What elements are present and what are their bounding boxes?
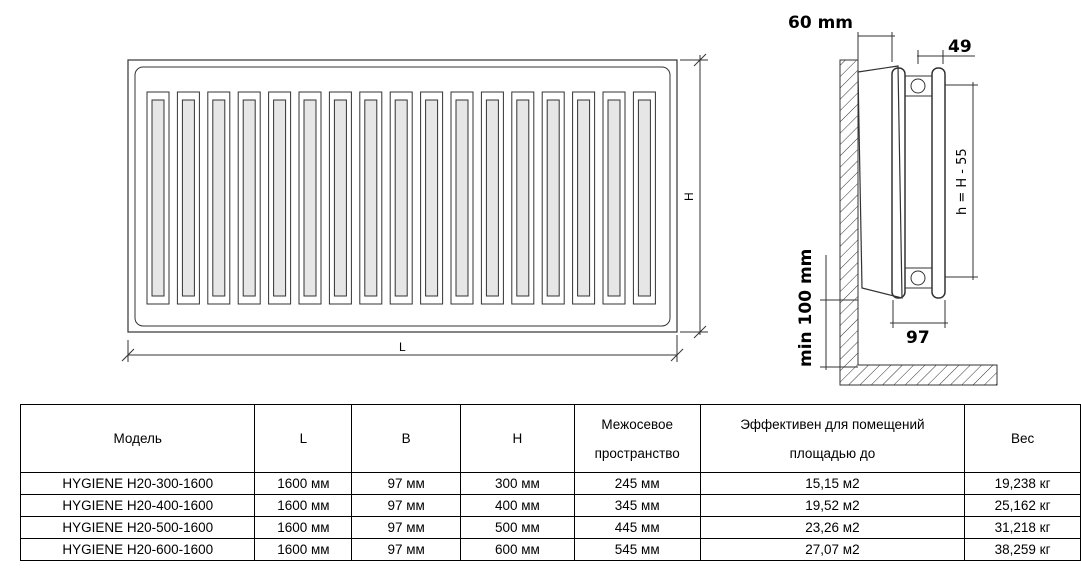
table-cell: 97 мм [351, 472, 462, 495]
header-axis-distance: Межосевое пространство [573, 404, 701, 473]
radiator-slot [298, 91, 322, 305]
radiator-slot [146, 91, 170, 305]
height-label: H [682, 192, 696, 201]
radiator-slot [207, 91, 231, 305]
table-cell: 1600 мм [254, 516, 353, 539]
table-cell: HYGIENE H20-400-1600 [19, 494, 256, 517]
table-cell: 25,162 кг [964, 494, 1081, 517]
panel-gap-label: 49 [948, 37, 972, 57]
radiator-slot [541, 91, 565, 305]
header-l: L [254, 404, 353, 473]
radiator-slot [602, 91, 626, 305]
radiator-slot [572, 91, 596, 305]
table-row: HYGIENE H20-300-1600 1600 мм 97 мм 300 мм 24… [19, 472, 1081, 495]
specs-table: Модель L B H Межосевое пространство Эффе… [19, 404, 1081, 561]
table-cell: 545 мм [573, 538, 701, 561]
radiator-slot [480, 91, 504, 305]
header-weight: Вес [964, 404, 1081, 473]
table-cell: 1600 мм [254, 472, 353, 495]
table-cell: HYGIENE H20-600-1600 [19, 538, 256, 561]
table-cell: 38,259 кг [964, 538, 1081, 561]
table-row: HYGIENE H20-400-1600 1600 мм 97 мм 400 мм 34… [19, 494, 1081, 517]
table-cell: 400 мм [460, 494, 575, 517]
table-cell: 97 мм [351, 538, 462, 561]
table-cell: 1600 мм [254, 494, 353, 517]
table-cell: 19,52 м2 [699, 494, 966, 517]
radiator-slot [420, 91, 444, 305]
table-cell: 27,07 м2 [699, 538, 966, 561]
side-view [820, 32, 998, 386]
table-cell: 97 мм [351, 516, 462, 539]
header-area: Эффективен для помещений площадью до [699, 404, 966, 473]
table-cell: HYGIENE H20-500-1600 [19, 516, 256, 539]
radiator-slot [268, 91, 292, 305]
length-label: L [399, 340, 406, 354]
table-row: HYGIENE H20-600-1600 1600 мм 97 мм 600 мм 54… [19, 538, 1081, 561]
table-cell: 600 мм [460, 538, 575, 561]
table-cell: 500 мм [460, 516, 575, 539]
technical-drawing: L H 60 mm 49 97 h = H - 55 min 100 mm [121, 13, 998, 386]
table-cell: HYGIENE H20-300-1600 [19, 472, 256, 495]
header-h: H [460, 404, 575, 473]
table-cell: 1600 мм [254, 538, 353, 561]
radiator-slot [359, 91, 383, 305]
radiator-slot [237, 91, 261, 305]
axis-distance-label: h = H - 55 [955, 148, 970, 215]
floor-gap-label: min 100 mm [796, 249, 816, 367]
table-cell: 31,218 кг [964, 516, 1081, 539]
table-cell: 245 мм [573, 472, 701, 495]
table-cell: 23,26 м2 [699, 516, 966, 539]
table-cell: 345 мм [573, 494, 701, 517]
radiator-slot [176, 91, 200, 305]
radiator-slot [632, 91, 656, 305]
table-cell: 19,238 кг [964, 472, 1081, 495]
radiator-slot [389, 91, 413, 305]
radiator-slot [450, 91, 474, 305]
radiator-slot [328, 91, 352, 305]
table-cell: 300 мм [460, 472, 575, 495]
depth-label: 97 [906, 328, 930, 348]
header-b: B [351, 404, 462, 473]
header-model: Модель [19, 404, 256, 473]
front-view [121, 53, 708, 362]
table-row: HYGIENE H20-500-1600 1600 мм 97 мм 500 мм 44… [19, 516, 1081, 539]
radiator-slot [511, 91, 535, 305]
table-header-row: Модель L B H Межосевое пространство Эффе… [19, 404, 1081, 473]
table-cell: 97 мм [351, 494, 462, 517]
wall-gap-label: 60 mm [788, 13, 853, 33]
table-cell: 15,15 м2 [699, 472, 966, 495]
table-cell: 445 мм [573, 516, 701, 539]
